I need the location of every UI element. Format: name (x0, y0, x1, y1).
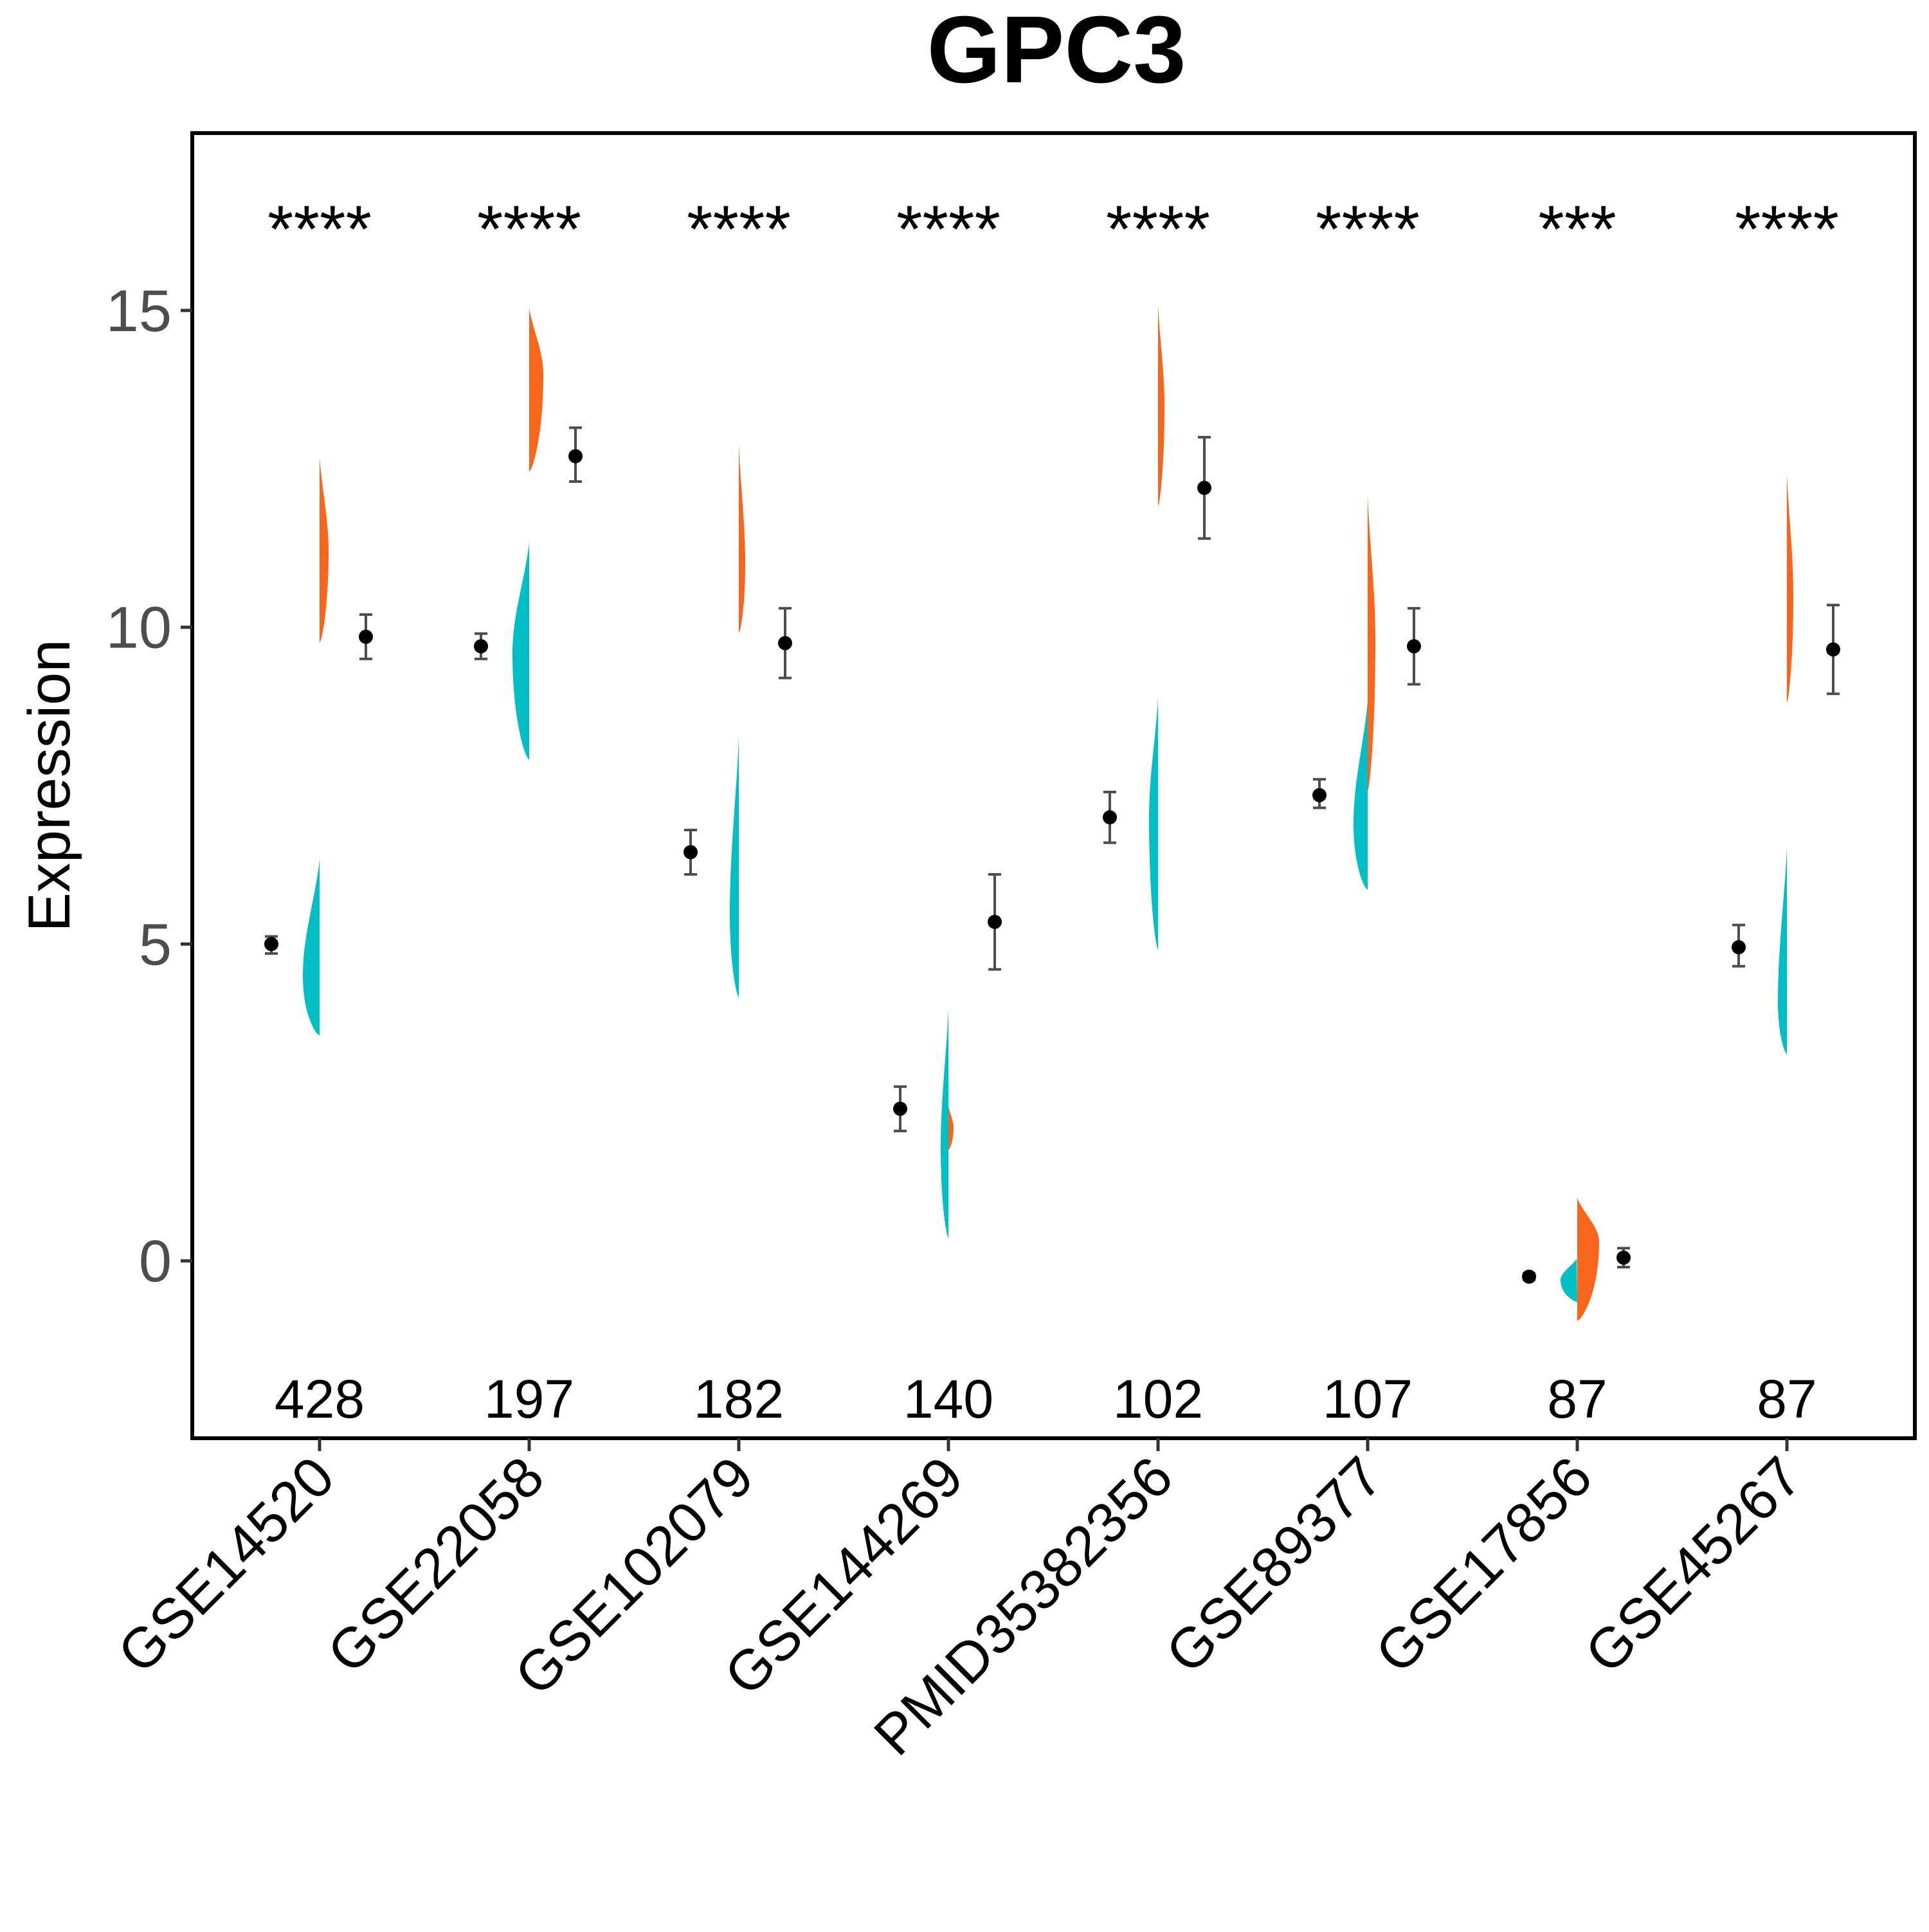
violin-tumor-GSE14520 (320, 456, 329, 644)
x-tick-label: GSE17856 (1363, 1444, 1604, 1684)
mean-point-tumor-GSE22058 (568, 449, 583, 464)
significance-label: **** (1316, 192, 1420, 267)
x-tick-label: GSE14520 (105, 1444, 346, 1684)
violin-normal-GSE102079 (730, 735, 739, 998)
mean-point-normal-GSE102079 (684, 845, 698, 860)
sample-count-label: 140 (903, 1369, 993, 1429)
significance-label: **** (1735, 192, 1839, 267)
sample-count-label: 87 (1547, 1369, 1607, 1429)
violin-tumor-GSE17856 (1577, 1197, 1599, 1321)
y-axis-label: Expression (17, 639, 82, 932)
mean-point-normal-GSE14520 (264, 937, 278, 952)
significance-label: **** (896, 192, 1001, 267)
mean-point-tumor-GSE17856 (1617, 1250, 1631, 1265)
sample-count-label: 107 (1323, 1369, 1413, 1429)
mean-point-normal-GSE45267 (1732, 940, 1746, 955)
x-tick-label: GSE45267 (1573, 1444, 1813, 1684)
violin-tumor-PMID35382356 (1158, 304, 1164, 507)
violin-tumor-GSE45267 (1787, 472, 1793, 703)
significance-label: **** (267, 192, 372, 267)
violin-normal-GSE45267 (1778, 845, 1787, 1055)
y-tick-label: 5 (139, 912, 172, 977)
plot-border (190, 131, 1917, 1440)
violin-tumor-GSE144269 (948, 1105, 954, 1150)
violin-normal-GSE144269 (941, 1007, 948, 1239)
violin-normal-GSE17856 (1561, 1258, 1577, 1303)
significance-label: *** (1538, 192, 1616, 267)
sample-count-label: 428 (275, 1369, 365, 1429)
mean-point-tumor-GSE14520 (359, 629, 373, 644)
sample-count-label: 182 (694, 1369, 784, 1429)
mean-point-normal-GSE89377 (1312, 788, 1327, 802)
violin-tumor-GSE22058 (529, 307, 543, 473)
significance-label: **** (1106, 192, 1210, 267)
sample-count-label: 197 (484, 1369, 574, 1429)
x-tick-label: GSE89377 (1154, 1444, 1394, 1684)
sample-count-label: 102 (1113, 1369, 1203, 1429)
mean-point-normal-GSE17856 (1522, 1269, 1536, 1284)
violin-tumor-GSE89377 (1368, 494, 1375, 792)
y-tick-label: 10 (106, 595, 172, 661)
y-tick-label: 0 (139, 1229, 172, 1294)
mean-point-normal-GSE144269 (893, 1101, 907, 1116)
violin-normal-GSE22058 (512, 541, 529, 761)
chart-title: GPC3 (927, 0, 1186, 103)
plot-area: 051015****428GSE14520****197GSE22058****… (105, 131, 1917, 1767)
sample-count-label: 87 (1757, 1369, 1816, 1429)
violin-tumor-GSE102079 (739, 443, 745, 634)
mean-point-tumor-PMID35382356 (1197, 480, 1211, 495)
mean-point-normal-PMID35382356 (1103, 810, 1117, 825)
significance-label: **** (477, 192, 581, 267)
mean-point-tumor-GSE45267 (1826, 642, 1840, 657)
mean-point-tumor-GSE89377 (1407, 639, 1421, 654)
y-tick-label: 15 (106, 278, 172, 344)
violin-normal-GSE89377 (1354, 700, 1368, 890)
mean-point-tumor-GSE144269 (988, 914, 1002, 929)
violin-normal-GSE14520 (303, 858, 320, 1036)
mean-point-normal-GSE22058 (474, 639, 488, 654)
violin-normal-PMID35382356 (1149, 697, 1158, 951)
mean-point-tumor-GSE102079 (778, 636, 792, 651)
significance-label: **** (687, 192, 791, 267)
